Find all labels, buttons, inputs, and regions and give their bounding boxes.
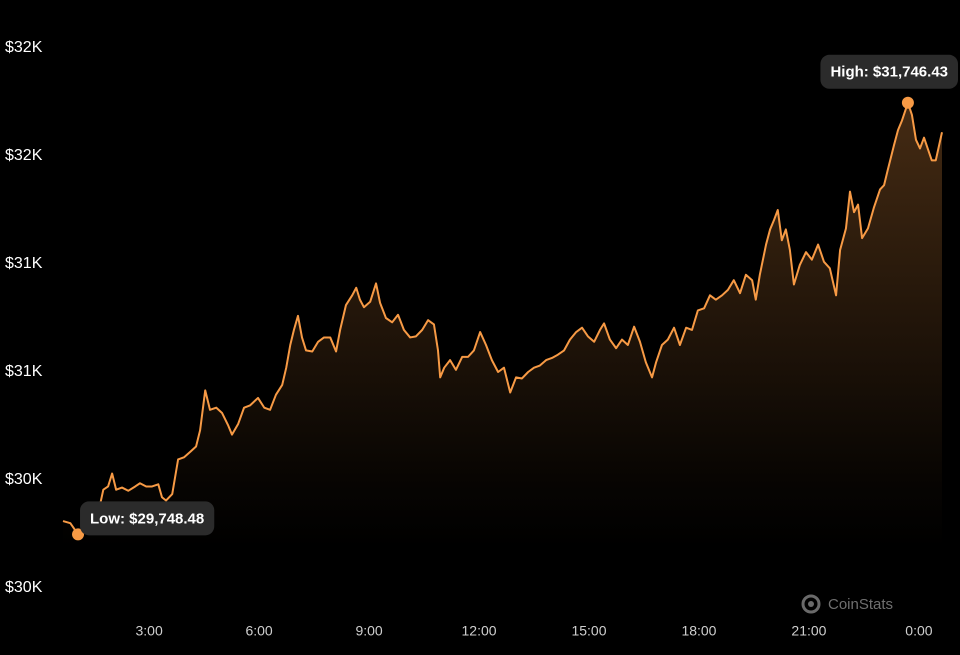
- annotation-box: [820, 54, 958, 89]
- x-tick-label: 21:00: [791, 623, 826, 639]
- annotation-label: High: $31,746.43: [830, 64, 948, 81]
- watermark: CoinStats: [828, 596, 893, 613]
- annotation: Low: $29,748.48: [80, 501, 215, 536]
- y-tick-label: $30K: [5, 579, 43, 596]
- area: [63, 102, 942, 549]
- x-tick-label: 6:00: [245, 623, 272, 639]
- annotation: High: $31,746.43: [820, 54, 958, 89]
- x-tick-label: 0:00: [905, 623, 932, 639]
- y-tick-label: $30K: [5, 471, 43, 488]
- annotation-box: [80, 501, 215, 536]
- watermark-logo: [801, 594, 821, 614]
- price-line: [62, 101, 943, 536]
- extreme-marker: [901, 96, 914, 109]
- x-tick-label: 12:00: [462, 623, 497, 639]
- x-tick-label: 18:00: [681, 623, 716, 639]
- x-tick-label: 9:00: [355, 623, 382, 639]
- x-tick-label: 3:00: [136, 623, 163, 639]
- y-tick-label: $31K: [5, 255, 43, 272]
- y-tick-label: $32K: [5, 39, 43, 56]
- annotation-label: Low: $29,748.48: [90, 510, 204, 527]
- y-tick-label: $32K: [5, 147, 43, 164]
- y-tick-label: $31K: [5, 363, 43, 380]
- extreme-marker: [72, 528, 85, 541]
- x-tick-label: 15:00: [571, 623, 606, 639]
